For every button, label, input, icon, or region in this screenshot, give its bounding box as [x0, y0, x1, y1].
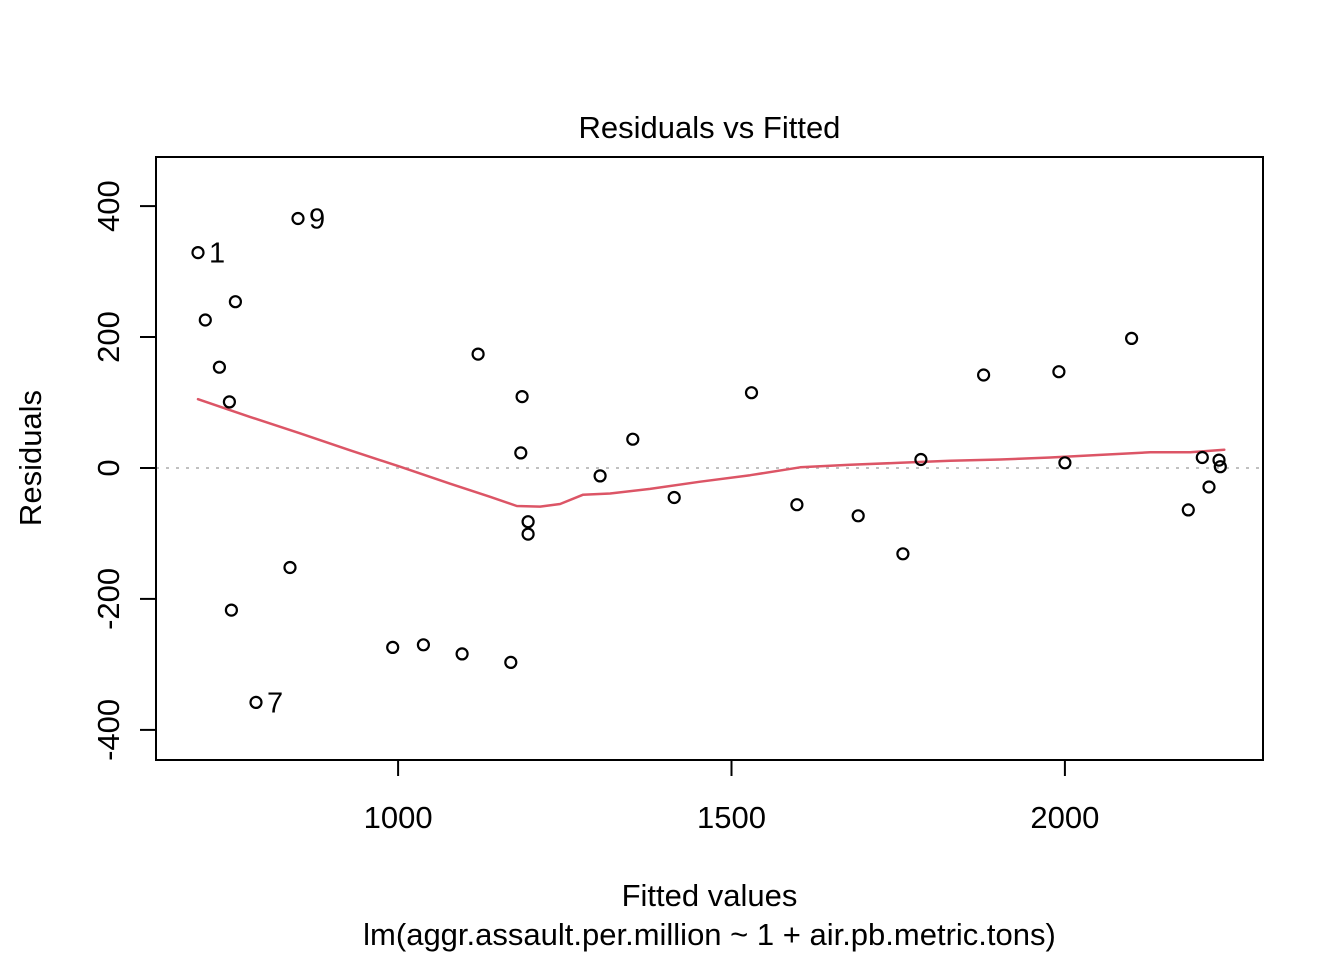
x-axis-label: Fitted values	[622, 878, 798, 913]
data-point	[224, 603, 238, 617]
y-axis-ticks: -400 -200 0 200 400	[91, 180, 156, 761]
data-point	[514, 446, 528, 460]
data-point	[228, 295, 242, 309]
data-point	[914, 452, 928, 467]
data-points: 1 7 9	[191, 204, 1227, 719]
data-point	[626, 432, 640, 446]
data-point	[976, 368, 991, 382]
data-point	[1212, 453, 1226, 467]
plot-border	[155, 156, 1264, 761]
x-tick-label: 2000	[1030, 800, 1099, 835]
data-point	[191, 246, 205, 260]
plot-title: Residuals vs Fitted	[579, 110, 841, 145]
data-point	[1181, 503, 1195, 517]
x-axis-ticks: 1000 1500 2000	[364, 760, 1099, 835]
data-point	[1124, 331, 1139, 345]
data-point	[1058, 456, 1072, 470]
data-point	[212, 360, 226, 374]
data-point	[1052, 365, 1066, 379]
data-point	[1213, 460, 1227, 474]
y-tick-label: 200	[91, 311, 126, 363]
data-point	[896, 547, 910, 561]
data-point	[851, 509, 865, 523]
data-point	[198, 313, 212, 327]
point-id-label: 9	[309, 204, 325, 236]
data-point	[744, 386, 759, 400]
y-tick-label: -400	[91, 699, 126, 761]
data-point	[593, 469, 607, 483]
model-caption: lm(aggr.assault.per.million ~ 1 + air.pb…	[363, 917, 1056, 952]
data-point	[504, 655, 518, 670]
point-id-label: 7	[267, 687, 283, 719]
data-point	[790, 498, 804, 512]
data-point	[283, 560, 297, 575]
point-id-label: 1	[209, 238, 225, 270]
smoother-line	[196, 397, 1226, 508]
data-point	[521, 515, 535, 529]
y-tick-label: -200	[91, 568, 126, 630]
data-point	[249, 695, 263, 710]
data-point	[455, 647, 469, 661]
data-point	[291, 211, 305, 226]
data-point	[1195, 450, 1209, 465]
data-point	[515, 390, 529, 404]
data-point	[416, 638, 430, 652]
data-point	[471, 347, 485, 361]
y-axis-label: Residuals	[13, 390, 48, 526]
data-point	[386, 640, 400, 655]
data-point	[1202, 480, 1216, 494]
x-tick-label: 1000	[364, 800, 433, 835]
x-tick-label: 1500	[697, 800, 766, 835]
plot-box	[155, 156, 1264, 761]
loess-smoother	[196, 397, 1226, 508]
data-point	[521, 527, 535, 541]
data-point	[222, 395, 236, 409]
data-point	[667, 490, 681, 505]
y-tick-label: 400	[91, 180, 126, 232]
y-tick-label: 0	[91, 459, 126, 476]
